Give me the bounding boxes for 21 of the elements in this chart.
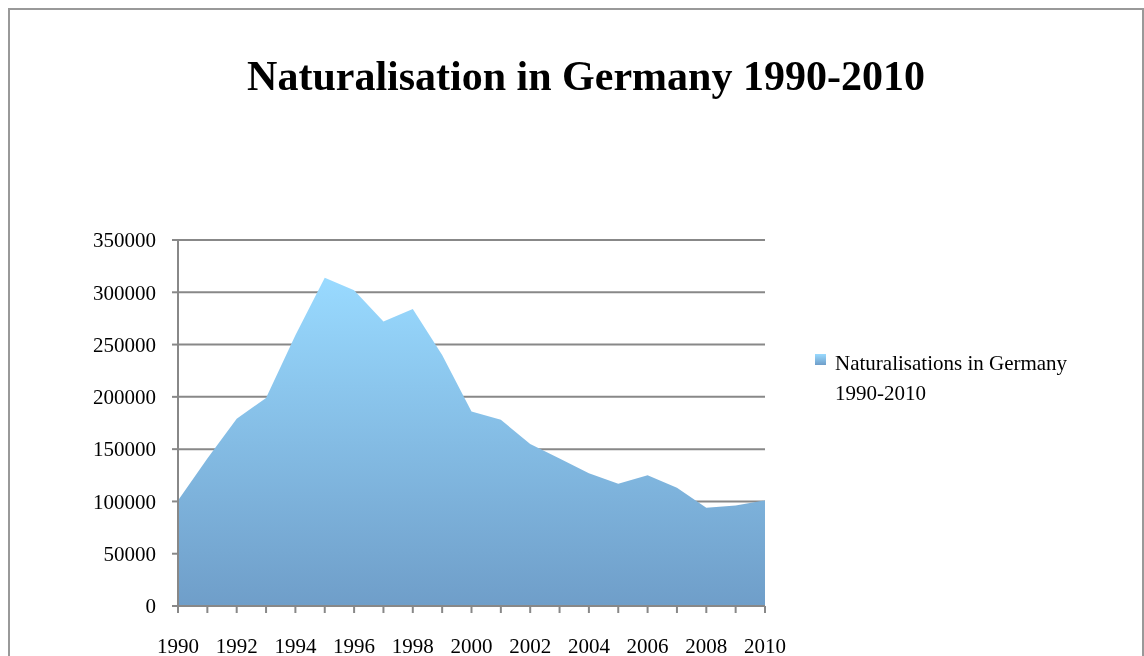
chart-title: Naturalisation in Germany 1990-2010: [247, 53, 925, 99]
x-tick-label: 1994: [274, 634, 317, 656]
x-tick-label: 2000: [450, 634, 493, 656]
y-tick-label: 100000: [93, 489, 156, 514]
x-tick-label: 1996: [333, 634, 376, 656]
legend-label: Naturalisations in Germany 1990-2010: [835, 351, 1068, 405]
y-tick-label: 300000: [93, 280, 156, 305]
y-tick-label: 50000: [103, 542, 156, 567]
y-tick-label: 200000: [93, 385, 156, 410]
x-tick-label: 2004: [567, 634, 611, 656]
x-tick-label: 1998: [391, 634, 434, 656]
y-tick-label: 350000: [93, 228, 156, 253]
y-tick-label: 250000: [93, 332, 156, 357]
x-tick-label: 1992: [215, 634, 258, 656]
x-tick-label: 1990: [157, 634, 199, 656]
y-tick-label: 150000: [93, 437, 156, 462]
y-tick-label: 0: [145, 594, 156, 619]
x-tick-label: 2002: [509, 634, 552, 656]
x-tick-label: 2010: [744, 634, 786, 656]
x-tick-label: 2008: [685, 634, 728, 656]
x-tick-label: 2006: [626, 634, 669, 656]
